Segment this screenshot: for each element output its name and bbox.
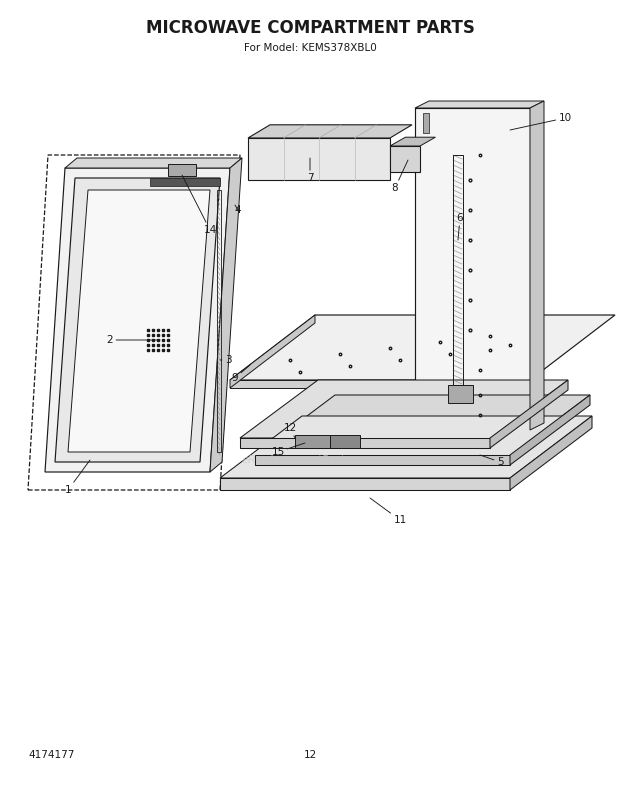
Polygon shape (45, 168, 230, 472)
Text: 4174177: 4174177 (28, 750, 74, 760)
Polygon shape (55, 178, 220, 462)
Polygon shape (248, 125, 412, 138)
Text: 11: 11 (370, 498, 407, 525)
Text: 12: 12 (303, 750, 317, 760)
Text: For Model: KEMS378XBL0: For Model: KEMS378XBL0 (244, 43, 376, 53)
Polygon shape (255, 395, 590, 455)
Polygon shape (220, 416, 592, 478)
Polygon shape (230, 315, 615, 380)
Polygon shape (68, 190, 210, 452)
Polygon shape (65, 158, 242, 168)
Polygon shape (530, 101, 544, 430)
Polygon shape (510, 416, 592, 490)
Polygon shape (390, 137, 435, 146)
Polygon shape (330, 435, 360, 448)
Polygon shape (390, 146, 420, 172)
Polygon shape (510, 395, 590, 465)
Polygon shape (295, 435, 330, 448)
Polygon shape (415, 108, 530, 430)
Polygon shape (423, 113, 429, 133)
Polygon shape (230, 315, 315, 388)
Polygon shape (220, 478, 510, 490)
Text: 2: 2 (107, 335, 160, 345)
Polygon shape (415, 101, 544, 108)
Text: 5: 5 (480, 455, 503, 467)
Text: 1: 1 (64, 460, 90, 495)
Polygon shape (210, 158, 242, 472)
Text: 6: 6 (457, 213, 463, 240)
Polygon shape (448, 385, 473, 403)
Polygon shape (255, 455, 510, 465)
Text: 7: 7 (307, 158, 313, 183)
Polygon shape (150, 178, 220, 186)
Text: 10: 10 (510, 113, 572, 130)
Polygon shape (490, 380, 568, 448)
Polygon shape (248, 138, 390, 180)
Text: 14: 14 (182, 175, 216, 235)
Polygon shape (230, 380, 530, 388)
Text: eReplacementParts.com: eReplacementParts.com (242, 455, 378, 465)
Text: 3: 3 (220, 355, 231, 365)
Text: 12: 12 (283, 423, 296, 438)
Polygon shape (240, 380, 568, 438)
Text: 15: 15 (272, 443, 305, 457)
Text: 4: 4 (235, 205, 241, 215)
Text: MICROWAVE COMPARTMENT PARTS: MICROWAVE COMPARTMENT PARTS (146, 19, 474, 37)
Polygon shape (168, 164, 196, 176)
Polygon shape (240, 438, 490, 448)
Text: 9: 9 (232, 365, 250, 383)
Text: 8: 8 (392, 160, 408, 193)
